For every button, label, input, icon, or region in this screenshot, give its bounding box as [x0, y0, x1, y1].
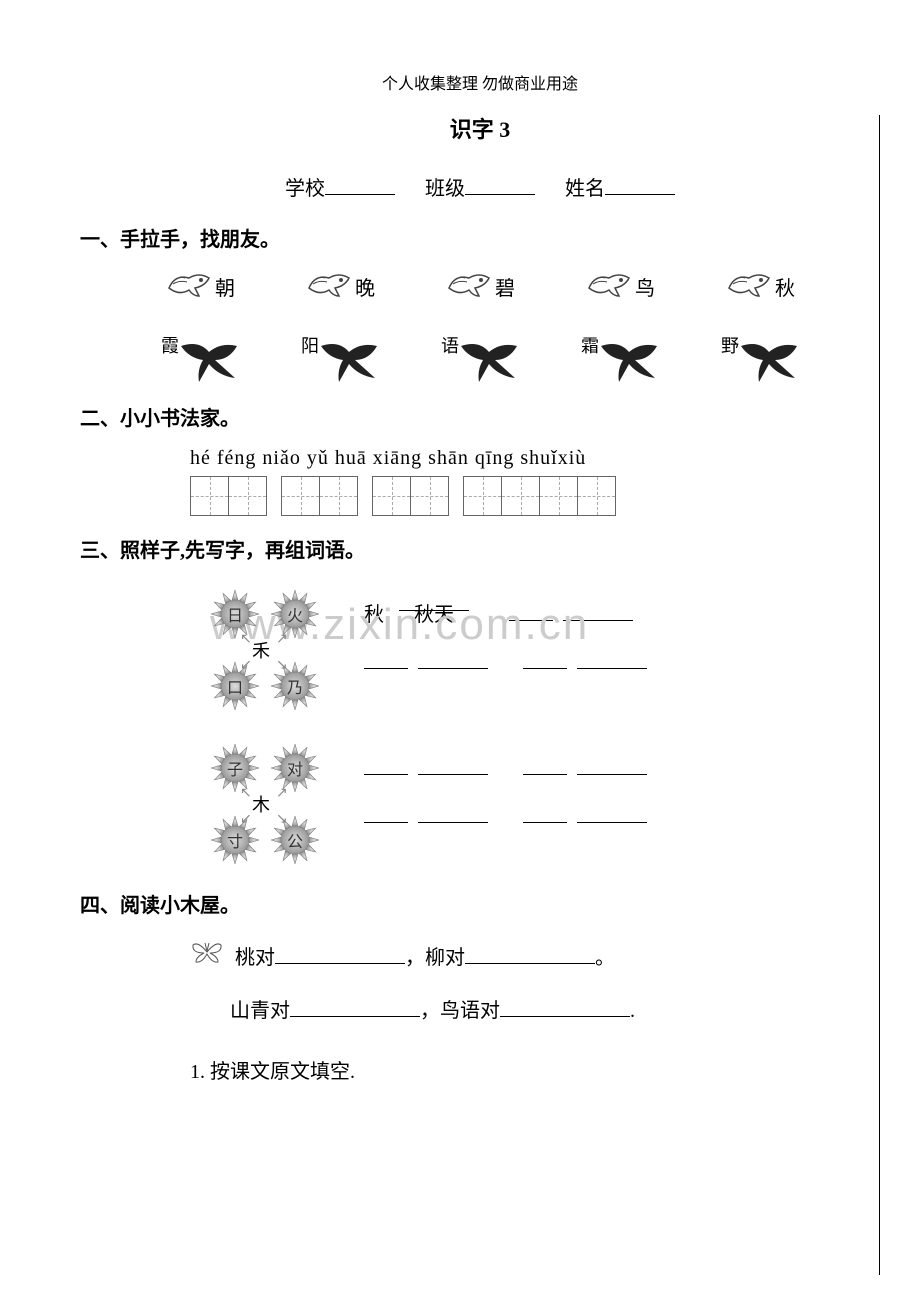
petal-char: 火: [287, 602, 303, 626]
bird-icon: [165, 266, 213, 306]
swallow-icon: [459, 336, 519, 384]
fill-blank[interactable]: [418, 755, 488, 775]
reading-text: 山青对: [230, 1000, 290, 1022]
grid-group[interactable]: [190, 476, 267, 516]
swallow-label: 霜: [581, 332, 599, 358]
swallow-icon: [739, 336, 799, 384]
fill-lines-1: 秋 秋天: [364, 587, 860, 687]
swallow-label: 野: [721, 332, 739, 358]
petal-char: 子: [227, 756, 243, 780]
flower-center: 木: [252, 791, 270, 817]
bird-item: 鸟: [585, 266, 655, 306]
fill-blank[interactable]: [509, 601, 553, 621]
sub-item-1: 1. 按课文原文填空.: [100, 1055, 860, 1084]
page-border-right: [879, 115, 880, 1275]
writing-grid: [100, 476, 860, 516]
fill-blank[interactable]: [418, 803, 488, 823]
section1-heading: 一、手拉手，找朋友。: [80, 223, 860, 252]
flower-block-2: 子 对 寸 公 木 ↖ ↗ ↙ ↘: [100, 741, 860, 871]
fill-blank[interactable]: [523, 803, 567, 823]
reading-text: ，柳对: [405, 947, 465, 969]
example-char: 秋: [364, 604, 384, 626]
swallow-icon: [599, 336, 659, 384]
swallow-icon: [319, 336, 379, 384]
fill-blank[interactable]: [364, 803, 408, 823]
reading-blank[interactable]: [275, 944, 405, 964]
bird-label: 晚: [355, 272, 375, 301]
swallow-row-bottom: 霞 阳 语 霜 野: [100, 336, 860, 384]
swallow-icon: [179, 336, 239, 384]
reading-text: ，鸟语对: [420, 1000, 500, 1022]
bird-row-top: 朝 晚 碧 鸟 秋: [100, 266, 860, 306]
reading-block: 桃对 ，柳对 。 山青对 ，鸟语对.: [100, 932, 860, 1037]
fill-blank[interactable]: [577, 649, 647, 669]
class-label: 班级: [425, 178, 465, 200]
bird-icon: [305, 266, 353, 306]
reading-blank[interactable]: [500, 997, 630, 1017]
bird-label: 碧: [495, 272, 515, 301]
fill-blank[interactable]: [364, 649, 408, 669]
name-blank[interactable]: [605, 175, 675, 195]
section2-heading: 二、小小书法家。: [80, 402, 860, 431]
petal-char: 口: [227, 674, 243, 698]
school-blank[interactable]: [325, 175, 395, 195]
swallow-item: 霜: [581, 336, 659, 384]
reading-blank[interactable]: [465, 944, 595, 964]
petal-char: 公: [287, 828, 303, 852]
swallow-item: 语: [441, 336, 519, 384]
petal-char: 寸: [227, 828, 243, 852]
section3-heading: 三、照样子,先写字，再组词语。: [80, 534, 860, 563]
bird-icon: [445, 266, 493, 306]
fill-blank[interactable]: [364, 755, 408, 775]
bird-item: 秋: [725, 266, 795, 306]
flower-block-1: 日 火 口 乃 禾 ↖ ↗ ↙ ↘ 秋 秋天: [100, 587, 860, 717]
bird-icon: [725, 266, 773, 306]
petal-char: 对: [287, 756, 303, 780]
fill-blank[interactable]: [418, 649, 488, 669]
flower-diagram: 日 火 口 乃 禾 ↖ ↗ ↙ ↘: [190, 587, 340, 717]
pinyin-row: hé féng niǎo yǔ huā xiāng shān qīng shuǐ…: [100, 447, 860, 470]
reading-blank[interactable]: [290, 997, 420, 1017]
name-label: 姓名: [565, 178, 605, 200]
info-row: 学校 班级 姓名: [100, 172, 860, 201]
swallow-item: 阳: [301, 336, 379, 384]
swallow-item: 野: [721, 336, 799, 384]
bird-item: 碧: [445, 266, 515, 306]
petal-char: 日: [227, 602, 243, 626]
swallow-label: 语: [441, 332, 459, 358]
bird-item: 晚: [305, 266, 375, 306]
reading-text: 桃对: [235, 947, 275, 969]
fill-blank[interactable]: [523, 649, 567, 669]
grid-group[interactable]: [372, 476, 449, 516]
flower-diagram: 子 对 寸 公 木 ↖ ↗ ↙ ↘: [190, 741, 340, 871]
reading-text: .: [630, 1000, 635, 1022]
fill-blank[interactable]: [577, 803, 647, 823]
bird-label: 鸟: [635, 272, 655, 301]
reading-text: 。: [595, 947, 615, 969]
fill-blank[interactable]: [577, 755, 647, 775]
fill-blank[interactable]: [523, 755, 567, 775]
swallow-item: 霞: [161, 336, 239, 384]
butterfly-icon: [190, 933, 224, 985]
page-title: 识字 3: [100, 112, 860, 144]
bird-label: 朝: [215, 272, 235, 301]
class-blank[interactable]: [465, 175, 535, 195]
bird-item: 朝: [165, 266, 235, 306]
bird-icon: [585, 266, 633, 306]
grid-group[interactable]: [281, 476, 358, 516]
petal-char: 乃: [287, 674, 303, 698]
fill-lines-2: [364, 741, 860, 841]
bird-label: 秋: [775, 272, 795, 301]
example-word: 秋天: [399, 591, 469, 611]
header-note: 个人收集整理 勿做商业用途: [100, 70, 860, 94]
school-label: 学校: [285, 178, 325, 200]
swallow-label: 阳: [301, 332, 319, 358]
grid-group[interactable]: [463, 476, 616, 516]
fill-blank[interactable]: [563, 601, 633, 621]
section4-heading: 四、阅读小木屋。: [80, 889, 860, 918]
flower-center: 禾: [252, 637, 270, 663]
swallow-label: 霞: [161, 332, 179, 358]
